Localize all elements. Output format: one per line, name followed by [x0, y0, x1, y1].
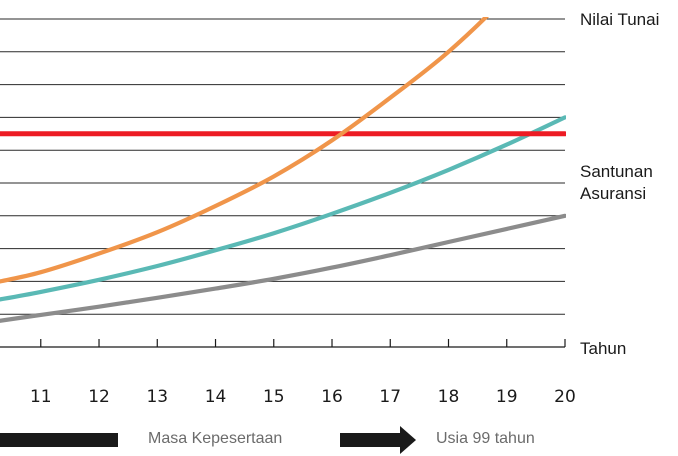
- usia-arrow-head: [400, 426, 416, 454]
- nilai-tunai-label: Nilai Tunai: [580, 10, 660, 29]
- series-grey-line: [0, 213, 566, 323]
- x-tick-label: 12: [88, 387, 110, 407]
- usia-label: Usia 99 tahun: [436, 430, 535, 447]
- x-tick-label: 18: [438, 387, 460, 407]
- santunan-label-line2: Asuransi: [580, 184, 647, 203]
- x-axis-unit-label: Tahun: [580, 339, 627, 358]
- x-tick-label: 13: [146, 387, 168, 407]
- x-tick-label: 19: [496, 387, 518, 407]
- x-tick-label: 14: [205, 387, 227, 407]
- series-nilai-tunai: [0, 17, 490, 284]
- masa-kepesertaan-label: Masa Kepesertaan: [148, 430, 283, 447]
- x-tick-label: 17: [379, 387, 401, 407]
- x-tick-label: 16: [321, 387, 343, 407]
- series-santunan-asuransi: [0, 115, 566, 302]
- santunan-label-line1: Santunan: [580, 162, 653, 181]
- x-tick-label: 11: [30, 387, 52, 407]
- usia-arrow-shaft: [340, 433, 402, 447]
- x-tick-label: 20: [554, 387, 576, 407]
- x-tick-label: 15: [263, 387, 285, 407]
- masa-bar: [0, 433, 118, 447]
